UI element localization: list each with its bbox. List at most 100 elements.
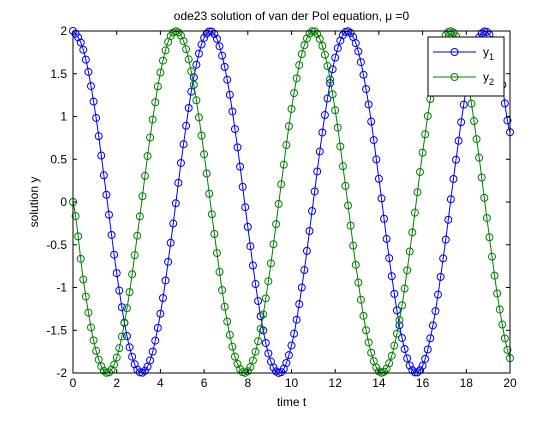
data-point [449, 175, 458, 183]
data-point [313, 29, 322, 38]
data-point [398, 333, 407, 342]
data-point [490, 271, 499, 280]
data-point [297, 49, 306, 58]
data-point [264, 277, 273, 286]
data-point [315, 147, 324, 156]
data-point [305, 29, 314, 38]
data-point [130, 360, 139, 369]
data-point [89, 336, 98, 345]
data-point [359, 70, 368, 79]
data-point [385, 254, 394, 263]
y-tick-label: -2 [56, 366, 67, 380]
data-point [179, 140, 188, 149]
data-point [300, 266, 309, 275]
data-point [405, 361, 414, 370]
data-point [220, 302, 229, 311]
data-point [164, 257, 173, 266]
data-point [148, 347, 157, 356]
data-point [284, 122, 293, 131]
data-point [84, 308, 93, 317]
data-point [153, 323, 162, 332]
data-point [403, 354, 412, 363]
data-point [84, 67, 93, 76]
data-point [92, 346, 101, 355]
data-point [171, 199, 180, 208]
data-point [94, 355, 103, 364]
data-point [439, 254, 448, 263]
y-tick-label: 1.5 [50, 67, 67, 81]
data-point [117, 303, 126, 312]
data-point [369, 136, 378, 145]
data-point [207, 27, 216, 36]
data-point [241, 203, 250, 212]
data-point [320, 50, 329, 59]
y-tick-label: -0.5 [46, 238, 67, 252]
data-point [81, 292, 90, 301]
data-point [500, 334, 509, 343]
data-point [341, 181, 350, 190]
data-point [346, 29, 355, 38]
data-point [475, 153, 484, 162]
data-point [74, 33, 83, 42]
data-point [477, 173, 486, 182]
x-axis-label: time t [277, 395, 307, 409]
data-point [115, 286, 124, 295]
data-point [94, 132, 103, 141]
data-point [416, 167, 425, 176]
data-point [99, 171, 108, 180]
legend-label-y1-base: y [483, 45, 489, 59]
data-point [161, 276, 170, 285]
data-point [228, 342, 237, 351]
data-point [151, 336, 160, 345]
data-point [76, 254, 85, 263]
data-point [261, 338, 270, 347]
x-tick-label: 2 [113, 376, 120, 390]
data-point [156, 309, 165, 318]
data-point [390, 341, 399, 350]
data-point [333, 123, 342, 132]
data-point [503, 345, 512, 354]
data-point [421, 130, 430, 139]
data-point [480, 193, 489, 202]
data-point [233, 143, 242, 152]
data-point [210, 230, 219, 239]
data-point [264, 349, 273, 358]
data-point [364, 100, 373, 109]
data-point [133, 231, 142, 240]
data-point [259, 310, 268, 319]
data-point [292, 74, 301, 83]
data-point [184, 55, 193, 64]
data-point [223, 75, 232, 84]
data-point [436, 272, 445, 281]
data-point [125, 343, 134, 352]
data-point [230, 125, 239, 134]
data-point [76, 38, 85, 47]
data-point [243, 222, 252, 231]
data-point [284, 351, 293, 360]
data-point [302, 246, 311, 255]
data-point [349, 241, 358, 250]
data-point [102, 190, 111, 199]
data-point [400, 284, 409, 293]
y-tick-label: 0.5 [50, 152, 67, 166]
data-point [356, 58, 365, 67]
data-point [287, 341, 296, 350]
data-point [218, 286, 227, 295]
data-point [416, 366, 425, 375]
data-point [215, 267, 224, 276]
data-point [387, 351, 396, 360]
data-point [277, 180, 286, 189]
data-point [302, 34, 311, 43]
data-point [308, 207, 317, 215]
data-point [380, 214, 389, 223]
data-point [418, 148, 427, 157]
data-point [135, 212, 144, 221]
data-point [495, 305, 504, 314]
data-point [120, 318, 129, 327]
data-point [71, 212, 80, 221]
data-point [441, 235, 450, 244]
data-point [225, 90, 234, 99]
data-point [135, 368, 144, 377]
data-point [434, 290, 443, 299]
data-point [272, 220, 281, 229]
